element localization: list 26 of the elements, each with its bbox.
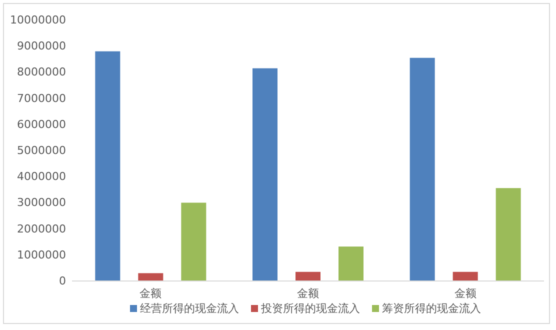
bar xyxy=(296,272,320,281)
y-tick-label: 9000000 xyxy=(17,40,66,53)
bar xyxy=(338,246,364,281)
x-tick-label: 金额 xyxy=(140,286,162,300)
legend-label: 经营所得的现金流入 xyxy=(140,302,239,315)
y-tick-label: 5000000 xyxy=(17,144,66,158)
bar xyxy=(410,58,435,281)
y-tick-label: 6000000 xyxy=(17,118,66,131)
y-tick-label: 8000000 xyxy=(17,66,66,79)
bar xyxy=(452,272,478,281)
y-tick-label: 3000000 xyxy=(17,196,66,210)
y-tick-label: 0 xyxy=(59,274,66,288)
bar xyxy=(252,68,278,281)
y-tick-label: 1000000 xyxy=(17,248,66,262)
x-tick-label: 金额 xyxy=(454,286,476,300)
y-tick-label: 2000000 xyxy=(17,222,66,236)
y-tick-label: 7000000 xyxy=(17,92,66,105)
bar xyxy=(496,188,521,281)
legend-label: 投资所得的现金流入 xyxy=(260,302,360,315)
y-tick-label: 4000000 xyxy=(17,170,66,184)
x-tick-label: 金额 xyxy=(297,286,319,300)
y-tick-label: 10000000 xyxy=(10,14,66,27)
bar xyxy=(181,202,206,281)
legend-label: 筹资所得的现金流入 xyxy=(382,302,481,315)
bar xyxy=(95,51,120,281)
bar xyxy=(138,273,164,281)
